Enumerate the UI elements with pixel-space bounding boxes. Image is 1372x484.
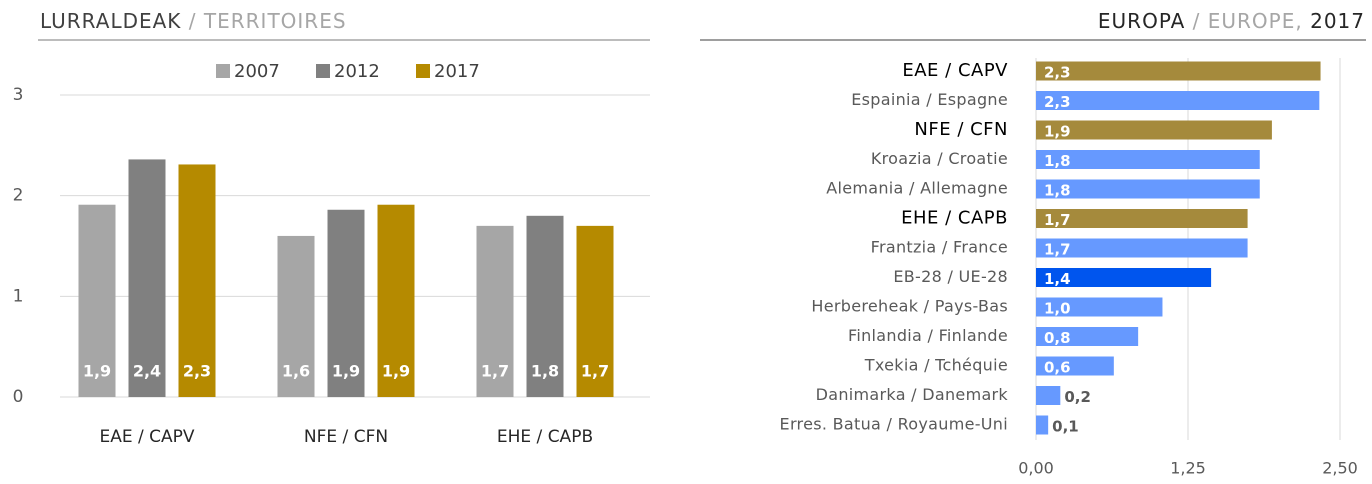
bar (128, 159, 166, 397)
value-label: 2,4 (133, 362, 161, 381)
category-label: Txekia / Tchéquie (864, 356, 1008, 375)
panel-title: EUROPA / EUROPE, 2017 (1098, 9, 1365, 33)
legend-swatch (416, 64, 430, 78)
legend-swatch (216, 64, 230, 78)
bar (377, 204, 415, 397)
value-label: 0,2 (1064, 388, 1091, 406)
bar (1036, 327, 1139, 346)
bar (476, 225, 514, 397)
category-label: Danimarka / Danemark (816, 385, 1009, 404)
x-tick-label: EAE / CAPV (99, 427, 194, 447)
legend-label: 2017 (434, 61, 480, 82)
category-label: Alemania / Allemagne (826, 179, 1008, 198)
bar (1036, 268, 1212, 287)
y-tick-label: 3 (13, 85, 24, 105)
bar (1036, 120, 1272, 140)
x-tick-label: 0,00 (1018, 459, 1054, 478)
bar (1036, 61, 1321, 81)
category-label: EHE / CAPB (901, 208, 1008, 229)
x-tick-label: EHE / CAPB (497, 427, 593, 447)
bar (277, 235, 315, 397)
y-tick-label: 0 (13, 387, 24, 407)
bar (178, 164, 216, 397)
value-label: 1,9 (382, 362, 410, 381)
value-label: 1,7 (1044, 211, 1071, 229)
category-label: NFE / CFN (914, 119, 1008, 140)
title-year: 2017 (1310, 9, 1365, 33)
bar (1036, 91, 1320, 110)
category-label: Herbereheak / Pays-Bas (811, 297, 1008, 316)
value-label: 1,8 (1044, 152, 1071, 170)
value-label: 1,7 (581, 362, 609, 381)
title-alt: / TERRITOIRES (189, 9, 347, 33)
bar (78, 204, 116, 397)
value-label: 1,7 (481, 362, 509, 381)
bar (1036, 209, 1248, 228)
panel-title: LURRALDEAK / TERRITOIRES (40, 9, 347, 33)
category-label: EAE / CAPV (902, 60, 1008, 81)
value-label: 2,3 (1044, 93, 1071, 111)
value-label: 1,7 (1044, 241, 1071, 259)
value-label: 2,3 (183, 362, 211, 381)
category-label: Frantzia / France (871, 238, 1008, 257)
title-main: EUROPA (1098, 9, 1185, 33)
bar (576, 225, 614, 397)
legend-swatch (316, 64, 330, 78)
title-alt: / EUROPE, (1193, 9, 1303, 33)
y-tick-label: 1 (13, 286, 24, 306)
bar (1036, 386, 1061, 405)
value-label: 1,8 (531, 362, 559, 381)
bar (1036, 150, 1260, 169)
category-label: Finlandia / Finlande (848, 326, 1008, 345)
bar (526, 215, 564, 397)
x-tick-label: 1,25 (1170, 459, 1206, 478)
x-tick-label: 2,50 (1322, 459, 1358, 478)
value-label: 1,6 (282, 362, 310, 381)
value-label: 0,6 (1044, 359, 1071, 377)
bar (1036, 356, 1114, 376)
value-label: 2,3 (1044, 64, 1071, 82)
value-label: 1,9 (332, 362, 360, 381)
bar (327, 209, 365, 397)
bar (1036, 179, 1260, 199)
value-label: 1,0 (1044, 300, 1071, 318)
value-label: 1,8 (1044, 182, 1071, 200)
title-main: LURRALDEAK (40, 9, 181, 33)
legend-label: 2012 (334, 61, 380, 82)
value-label: 1,9 (83, 362, 111, 381)
category-label: Kroazia / Croatie (871, 149, 1008, 168)
value-label: 0,8 (1044, 329, 1071, 347)
value-label: 1,9 (1044, 123, 1071, 141)
category-label: EB-28 / UE-28 (893, 267, 1008, 286)
value-label: 1,4 (1044, 270, 1071, 288)
legend-label: 2007 (234, 61, 280, 82)
x-tick-label: NFE / CFN (304, 427, 388, 447)
category-label: Erres. Batua / Royaume-Uni (780, 415, 1008, 434)
value-label: 0,1 (1052, 418, 1079, 436)
bar (1036, 415, 1049, 435)
category-label: Espainia / Espagne (851, 90, 1008, 109)
y-tick-label: 2 (13, 186, 24, 206)
bar (1036, 238, 1248, 258)
bar (1036, 297, 1163, 317)
